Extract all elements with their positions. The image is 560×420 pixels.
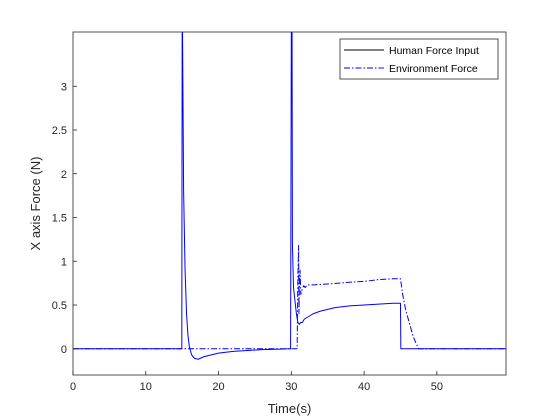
series-line-human-force-input: [73, 32, 506, 360]
series-layer: [73, 32, 506, 360]
y-axis-label: X axis Force (N): [28, 157, 43, 251]
legend: Human Force Input Environment Force: [339, 38, 499, 80]
legend-label-human-force: Human Force Input: [389, 45, 479, 57]
x-tick-label: 40: [358, 381, 370, 393]
y-tick-label: 0: [61, 344, 67, 356]
plot-area: [72, 31, 507, 376]
tick-layer: 0 10 20 30 40 50 0 0.5 1 1.5 2 2.5 3: [52, 81, 443, 393]
x-axis-label: Time(s): [268, 401, 312, 416]
series-line-environment-force: [73, 245, 506, 350]
x-tick-label: 20: [212, 381, 224, 393]
y-tick-label: 1.5: [52, 213, 67, 225]
legend-label-environment-force: Environment Force: [389, 63, 478, 75]
legend-box: [339, 38, 499, 80]
y-tick-label: 2: [61, 169, 67, 181]
x-tick-label: 10: [140, 381, 152, 393]
y-tick-label: 2.5: [52, 125, 67, 137]
x-tick-label: 0: [70, 381, 76, 393]
y-tick-label: 0.5: [52, 300, 67, 312]
x-tick-label: 30: [285, 381, 297, 393]
y-tick-label: 3: [61, 81, 67, 93]
y-tick-label: 1: [61, 256, 67, 268]
x-tick-label: 50: [431, 381, 443, 393]
